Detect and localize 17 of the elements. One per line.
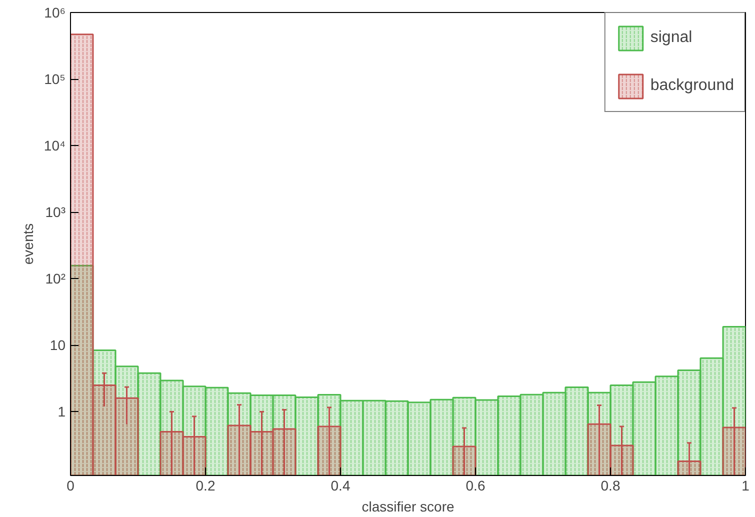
y-tick-label: 10³ [45,204,66,220]
y-tick-label: 10 [50,337,66,354]
y-tick-label: 1 [58,404,66,420]
x-axis-title: classifier score [362,498,455,514]
x-tick-label: 0.2 [196,478,216,494]
y-tick-label: 10⁴ [44,138,66,154]
y-tick-label: 10⁶ [44,4,66,20]
x-tick-label: 0.4 [330,478,350,494]
x-tick-label: 0 [66,478,75,494]
x-tick-label: 0.8 [600,478,620,494]
x-tick-label: 0.6 [466,478,486,494]
y-tick-label: 10² [45,270,66,287]
y-tick-label: 10⁵ [44,71,66,88]
legend-label: background [650,77,734,95]
x-tick-label: 1 [742,478,750,494]
y-axis-title: events [20,223,36,265]
legend-label: signal [650,29,692,47]
